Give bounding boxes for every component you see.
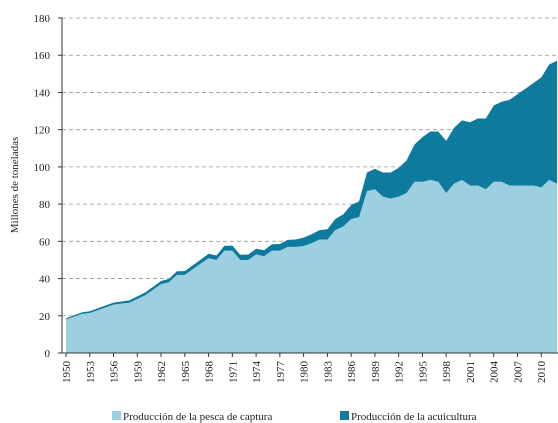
x-tick-label: 1968	[204, 361, 216, 384]
x-tick-label: 2007	[512, 361, 524, 384]
x-tick-label: 1965	[180, 361, 192, 384]
x-tick-label: 1962	[156, 361, 168, 383]
x-tick-label: 1956	[109, 361, 121, 384]
legend-swatch	[340, 411, 349, 420]
x-tick-label: 2001	[465, 361, 477, 383]
y-tick-label: 60	[39, 236, 51, 248]
y-tick-label: 100	[34, 162, 51, 174]
y-tick-label: 180	[34, 13, 51, 25]
legend-swatch	[112, 411, 121, 420]
y-tick-label: 160	[34, 50, 51, 62]
y-tick-label: 140	[34, 87, 51, 99]
x-tick-label: 1983	[322, 361, 334, 384]
x-tick-label: 2004	[489, 361, 501, 384]
x-tick-label: 1986	[346, 361, 358, 384]
y-tick-label: 80	[39, 199, 51, 211]
legend-label: Producción de la pesca de captura	[123, 411, 272, 423]
x-tick-label: 1953	[85, 361, 97, 384]
y-tick-label: 40	[39, 274, 51, 286]
x-tick-label: 1989	[370, 361, 382, 384]
y-tick-label: 0	[45, 348, 51, 360]
x-tick-label: 2010	[536, 361, 548, 384]
x-tick-label: 1974	[251, 361, 263, 384]
x-tick-label: 1992	[394, 361, 406, 383]
y-tick-label: 120	[34, 125, 51, 137]
x-tick-label: 1971	[227, 361, 239, 383]
x-tick-label: 1977	[275, 361, 287, 384]
x-tick-label: 1995	[417, 361, 429, 384]
y-tick-label: 20	[39, 311, 51, 323]
x-tick-label: 1950	[61, 361, 73, 384]
area	[66, 179, 558, 353]
x-tick-label: 1959	[132, 361, 144, 384]
legend-label: Producción de la acuicultura	[351, 411, 477, 423]
x-tick-label: 1998	[441, 361, 453, 384]
y-axis-label: Millones de toneladas	[9, 137, 21, 234]
x-tick-label: 1980	[299, 361, 311, 384]
